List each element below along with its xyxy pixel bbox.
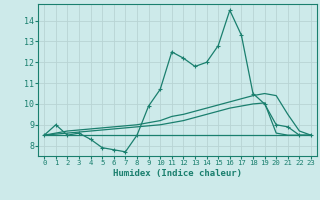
X-axis label: Humidex (Indice chaleur): Humidex (Indice chaleur) <box>113 169 242 178</box>
